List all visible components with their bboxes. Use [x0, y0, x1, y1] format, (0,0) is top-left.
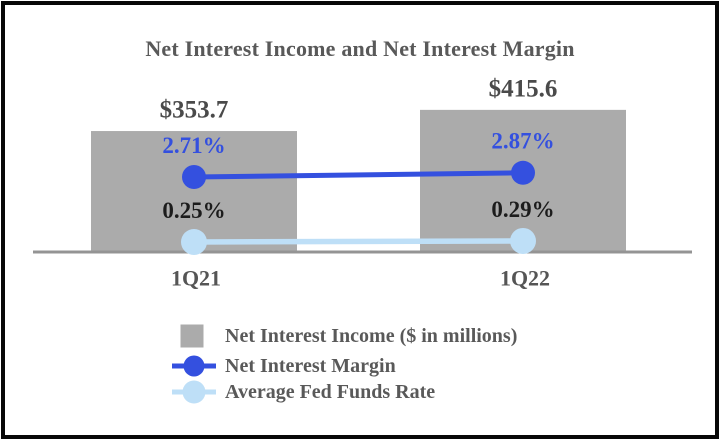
fed-funds-point-1Q21 [181, 228, 207, 255]
bar-value-label-1Q22: $415.6 [489, 75, 558, 102]
x-axis-label-1Q22: 1Q22 [500, 265, 550, 290]
fed-value-label-1Q22: 0.29% [491, 197, 554, 222]
x-axis-label-1Q21: 1Q21 [171, 265, 221, 290]
fed-funds-point-1Q22 [510, 227, 536, 254]
fed-value-label-1Q21: 0.25% [162, 198, 225, 223]
nim-value-label-1Q22: 2.87% [491, 129, 554, 154]
chart-title: Net Interest Income and Net Interest Mar… [145, 36, 575, 61]
bar-value-label-1Q21: $353.7 [160, 97, 229, 124]
net-interest-margin-point-1Q22 [511, 160, 535, 185]
net-interest-margin-line [193, 170, 524, 180]
nim-value-label-1Q21: 2.71% [162, 133, 225, 158]
net-interest-margin-point-1Q21 [182, 165, 206, 190]
fed-funds-line [193, 238, 524, 245]
x-axis-line [33, 250, 692, 254]
